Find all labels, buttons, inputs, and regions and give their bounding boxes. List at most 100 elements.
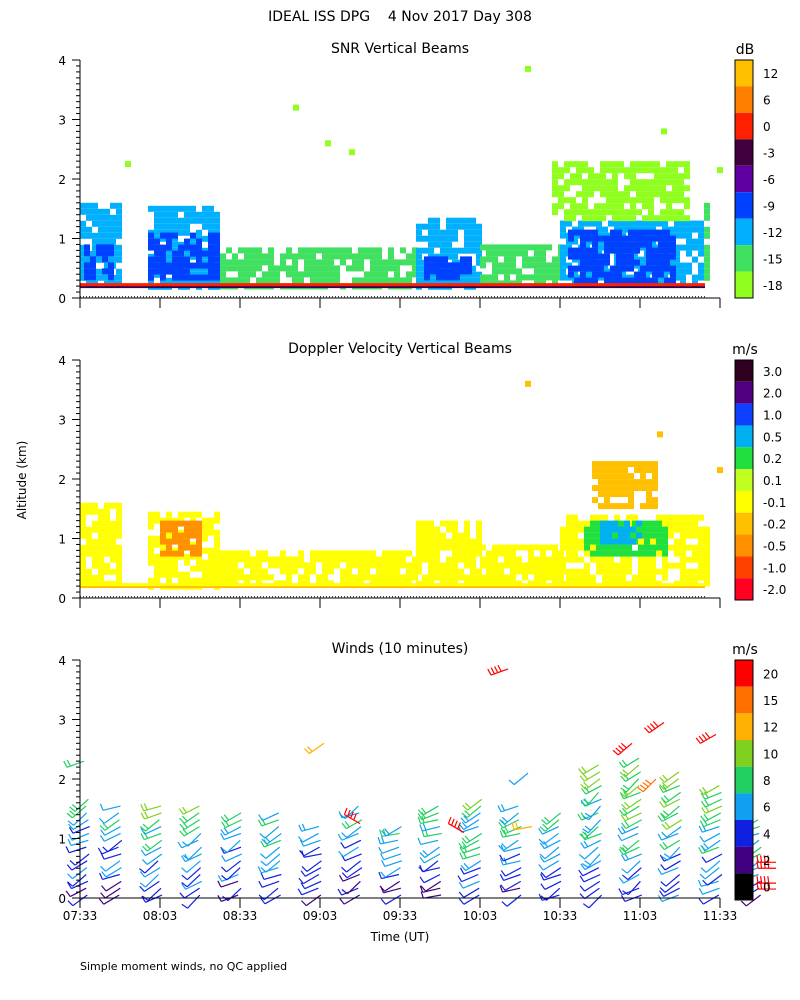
- wind-barb-shaft: [545, 867, 562, 879]
- heatmap-cell: [516, 250, 522, 257]
- wind-barb-shaft: [666, 826, 682, 838]
- heatmap-cell: [476, 247, 482, 254]
- heatmap-cell: [110, 238, 116, 245]
- heatmap-cell: [632, 550, 638, 557]
- heatmap-cell: [166, 205, 172, 212]
- wind-barb-shaft: [584, 887, 600, 900]
- heatmap-cell: [486, 256, 492, 263]
- colorbar-swatch: [735, 556, 753, 579]
- wind-barb-shaft: [145, 894, 163, 903]
- heatmap-cell: [674, 268, 680, 275]
- heatmap-cell: [582, 191, 588, 198]
- heatmap-cell: [394, 550, 400, 557]
- heatmap-cell: [310, 247, 316, 254]
- heatmap-cell: [636, 191, 642, 198]
- heatmap-cell: [656, 520, 662, 527]
- heatmap-cell: [630, 538, 636, 545]
- heatmap-cell: [172, 520, 178, 527]
- heatmap-cell: [92, 526, 98, 533]
- heatmap-cell: [166, 571, 172, 578]
- wind-barb-flag: [260, 872, 265, 880]
- heatmap-cell: [628, 485, 634, 492]
- heatmap-cell: [510, 244, 516, 251]
- heatmap-cell: [214, 268, 220, 275]
- wind-barb-flag: [763, 861, 766, 869]
- heatmap-cell: [328, 562, 334, 569]
- heatmap-cell: [622, 479, 628, 486]
- colorbar-label: -12: [763, 226, 783, 240]
- heatmap-cell: [560, 538, 566, 545]
- heatmap-cell: [642, 179, 648, 186]
- heatmap-cell: [322, 574, 328, 581]
- wind-barb-flag: [66, 864, 73, 871]
- wind-barb-flag: [662, 841, 668, 849]
- heatmap-cell: [628, 229, 634, 236]
- heatmap-cell: [428, 550, 434, 557]
- wind-barb-flag: [419, 852, 426, 859]
- wind-barb-flag: [701, 807, 706, 814]
- heatmap-cell: [116, 208, 122, 215]
- heatmap-cell: [540, 556, 546, 563]
- heatmap-cell: [604, 485, 610, 492]
- heatmap-cell: [160, 550, 166, 557]
- y-tick-label: 2: [58, 173, 66, 187]
- heatmap-cell: [166, 253, 172, 260]
- heatmap-cell: [178, 577, 184, 584]
- heatmap-cell: [446, 544, 452, 551]
- heatmap-cell: [476, 550, 482, 557]
- heatmap-cell: [704, 562, 710, 569]
- heatmap-cell: [622, 253, 628, 260]
- heatmap-cell: [680, 574, 686, 581]
- heatmap-cell: [148, 277, 154, 284]
- heatmap-cell: [618, 191, 624, 198]
- heatmap-cell: [516, 568, 522, 575]
- heatmap-cell: [104, 508, 110, 515]
- heatmap-cell: [190, 244, 196, 251]
- heatmap-cell: [492, 268, 498, 275]
- wind-barb-shaft: [625, 771, 641, 782]
- heatmap-cell: [98, 556, 104, 563]
- heatmap-cell: [692, 220, 698, 227]
- heatmap-cell: [268, 271, 274, 278]
- heatmap-cell: [116, 556, 122, 563]
- heatmap-cell: [504, 256, 510, 263]
- heatmap-cell: [674, 250, 680, 257]
- heatmap-cell: [692, 244, 698, 251]
- x-axis-label: Time (UT): [370, 930, 430, 944]
- heatmap-cell: [92, 250, 98, 257]
- heatmap-cell: [598, 485, 604, 492]
- heatmap-cell: [190, 277, 196, 284]
- heatmap-cell: [592, 265, 598, 272]
- heatmap-cell: [178, 268, 184, 275]
- heatmap-cell: [98, 562, 104, 569]
- heatmap-cell: [610, 485, 616, 492]
- heatmap-cell: [648, 185, 654, 192]
- heatmap-cell: [422, 520, 428, 527]
- wind-barb-shaft: [582, 764, 599, 775]
- heatmap-cell: [476, 229, 482, 236]
- heatmap-cell: [328, 247, 334, 254]
- heatmap-cell: [406, 277, 412, 284]
- heatmap-cell: [678, 161, 684, 168]
- wind-barb-flag: [220, 846, 225, 854]
- wind-barb-flag: [68, 823, 74, 830]
- heatmap-cell: [652, 253, 658, 260]
- heatmap-cell: [400, 259, 406, 266]
- heatmap-cell: [662, 514, 668, 521]
- heatmap-cell: [292, 265, 298, 272]
- wind-barb-flag: [703, 842, 709, 849]
- heatmap-cell: [244, 259, 250, 266]
- heatmap-cell: [604, 491, 610, 498]
- heatmap-cell: [646, 259, 652, 266]
- heatmap-cell: [656, 538, 662, 545]
- heatmap-cell: [680, 244, 686, 251]
- heatmap-cell: [630, 209, 636, 216]
- wind-barb-flag: [68, 826, 74, 834]
- heatmap-cell: [96, 250, 102, 257]
- wind-barb-shaft: [466, 832, 483, 844]
- wind-barb-flag: [621, 803, 627, 810]
- heatmap-cell: [704, 202, 710, 209]
- heatmap-cell: [86, 232, 92, 239]
- wind-barb-flag: [102, 822, 109, 829]
- heatmap-cell: [680, 556, 686, 563]
